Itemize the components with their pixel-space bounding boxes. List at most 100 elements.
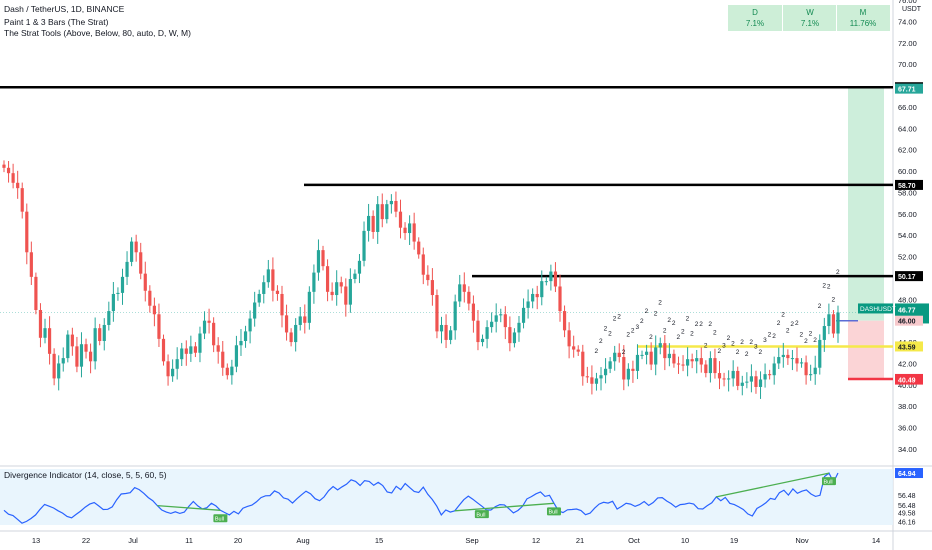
bull-divergence-line xyxy=(454,502,555,512)
bull-label: Bull xyxy=(548,510,557,516)
bull-label: Bull xyxy=(215,517,224,523)
candle-body xyxy=(75,346,79,367)
indicator-tick-label: 56.48 xyxy=(898,493,916,500)
candle-body xyxy=(567,330,571,347)
candle-body xyxy=(398,211,403,228)
candle-body xyxy=(357,260,362,274)
candle-body xyxy=(439,324,444,332)
strat-bar-number: 2 xyxy=(658,300,662,307)
strat-bar-number: 2 xyxy=(686,316,690,323)
candle-body xyxy=(34,276,38,310)
strat-bar-number: 2 xyxy=(804,338,808,345)
candle-body xyxy=(827,314,831,327)
candle-body xyxy=(435,295,439,332)
candle-body xyxy=(157,314,161,339)
candle-body xyxy=(61,358,65,364)
time-tick-label: Jul xyxy=(128,536,138,545)
candle-body xyxy=(809,374,813,376)
candle-body xyxy=(198,333,202,353)
candle-body xyxy=(795,358,799,364)
candle-body xyxy=(622,357,626,380)
candle-body xyxy=(175,359,179,369)
candle-body xyxy=(754,376,758,387)
candle-body xyxy=(649,351,653,365)
candle-body xyxy=(152,305,156,315)
strat-bar-number: 2 xyxy=(813,337,817,344)
strat-bar-number: 2 xyxy=(827,284,831,291)
candle-body xyxy=(316,250,321,273)
time-tick-label: 20 xyxy=(234,536,242,545)
candle-body xyxy=(745,381,749,383)
price-tick-label: 52.00 xyxy=(898,253,917,262)
study-paint-bars[interactable]: Paint 1 & 3 Bars (The Strat) xyxy=(4,17,109,27)
strat-bar-number: 2 xyxy=(649,334,653,341)
candle-body xyxy=(599,375,603,379)
strat-bar-number: 2 xyxy=(690,331,694,338)
candle-body xyxy=(2,164,6,168)
candle-body xyxy=(271,269,275,291)
yellow-label: 43.59 xyxy=(898,344,916,351)
candle-body xyxy=(266,269,270,283)
candle-body xyxy=(467,291,471,304)
candle-body xyxy=(111,293,115,312)
indicator-title[interactable]: Divergence Indicator (14, close, 5, 5, 6… xyxy=(4,470,167,480)
candle-body xyxy=(335,282,339,296)
candle-body xyxy=(371,215,375,232)
strat-bar-number: 2 xyxy=(740,339,744,346)
table-value-d: 7.1% xyxy=(745,19,765,28)
current-price-label: 46.77 xyxy=(898,307,916,314)
table-header-d: D xyxy=(752,8,758,17)
candle-body xyxy=(804,362,808,376)
strat-bar-number: 2 xyxy=(818,303,822,310)
price-tick-label: 64.00 xyxy=(898,124,917,133)
strat-bar-number: 2 xyxy=(708,321,712,328)
candle-body xyxy=(284,315,289,333)
candle-body xyxy=(517,322,521,333)
candle-body xyxy=(216,345,220,352)
study-strat-tools[interactable]: The Strat Tools (Above, Below, 80, auto,… xyxy=(4,28,191,38)
strat-bar-number: 2 xyxy=(745,351,749,358)
candle-body xyxy=(503,314,507,328)
price-tick-label: 40.00 xyxy=(898,381,917,390)
candle-body xyxy=(385,204,389,220)
candle-body xyxy=(148,290,152,306)
candle-body xyxy=(134,241,138,253)
candle-body xyxy=(772,363,776,376)
entry-label-bg xyxy=(895,315,923,326)
candle-body xyxy=(672,353,676,364)
candle-body xyxy=(654,347,658,365)
candle-body xyxy=(485,327,489,339)
strat-bar-number: 2 xyxy=(594,348,598,355)
strat-bar-number: 2 xyxy=(786,327,790,334)
strat-bar-number: 2 xyxy=(831,296,835,303)
candle-body xyxy=(526,301,530,308)
candle-body xyxy=(353,273,357,279)
level-label: 50.17 xyxy=(898,274,916,281)
candle-body xyxy=(348,279,352,305)
bull-label: Bull xyxy=(476,512,485,518)
candle-body xyxy=(449,330,453,340)
candle-body xyxy=(321,250,325,267)
price-tick-label: 66.00 xyxy=(898,103,917,112)
candle-body xyxy=(453,301,457,331)
candle-body xyxy=(171,368,175,377)
indicator-tick-label: 56.48 xyxy=(898,503,916,510)
timeframe-table: D 7.1% W 7.1% M 11.76% xyxy=(728,5,890,31)
candle-body xyxy=(686,359,690,366)
candle-body xyxy=(307,291,311,323)
candle-body xyxy=(603,368,608,376)
strat-bar-number: 2 xyxy=(713,330,717,337)
symbol-title[interactable]: Dash / TetherUS, 1D, BINANCE xyxy=(4,4,125,14)
candle-body xyxy=(708,358,712,374)
table-divider xyxy=(836,5,837,31)
table-value-m: 11.76% xyxy=(849,19,877,28)
candle-body xyxy=(417,241,421,255)
candle-body xyxy=(818,339,822,368)
strat-bar-number: 2 xyxy=(699,321,703,328)
candle-body xyxy=(107,311,111,325)
candle-body xyxy=(57,363,61,379)
candle-body xyxy=(490,321,494,328)
candle-body xyxy=(366,215,371,231)
candle-body xyxy=(462,284,466,292)
